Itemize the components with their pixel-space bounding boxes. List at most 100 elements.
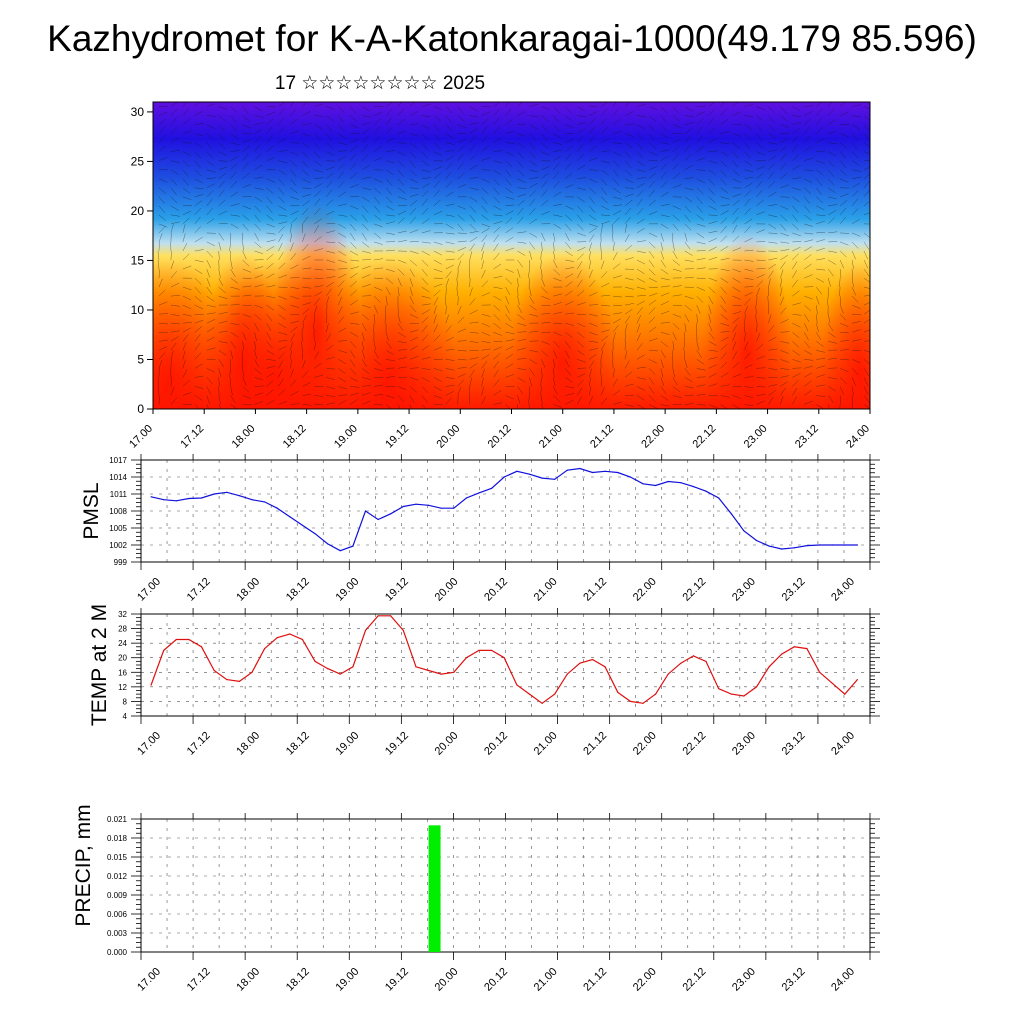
wind-barb — [756, 267, 766, 270]
temp-y-tick-label: 24 — [118, 639, 127, 648]
wind-barb — [804, 332, 809, 341]
wind-barb — [170, 221, 180, 225]
precip-x-tick-label: 22.12 — [680, 966, 708, 994]
wind-barb — [397, 366, 407, 369]
wind-barb — [338, 181, 345, 188]
wind-barb — [660, 133, 669, 139]
wind-barb — [672, 205, 682, 210]
wind-barb — [182, 102, 187, 107]
wind-barb — [230, 124, 237, 132]
wind-barb — [302, 200, 310, 207]
wind-barb — [290, 210, 299, 216]
wind-barb — [242, 268, 252, 273]
wind-barb — [266, 341, 273, 349]
wind-barb — [565, 322, 575, 326]
wind-barb — [206, 190, 214, 197]
wind-barb — [505, 247, 515, 252]
wind-barb — [648, 316, 656, 324]
wind-barb — [517, 169, 525, 177]
wind-barb — [780, 307, 787, 315]
wind-barb — [624, 133, 634, 137]
wind-barb — [170, 377, 172, 387]
wind-barb — [732, 111, 741, 116]
wind-barb — [780, 162, 787, 170]
temp-data-point — [528, 693, 531, 695]
wind-barb — [290, 242, 294, 252]
wind-barb — [732, 247, 742, 252]
wind-barb — [827, 314, 831, 324]
wind-barb — [553, 155, 562, 161]
wind-barb — [529, 218, 538, 225]
wind-barb — [792, 332, 800, 339]
wind-barb — [170, 108, 178, 116]
wind-barb — [230, 150, 240, 152]
wind-barb — [266, 187, 274, 194]
temp-series-line — [150, 615, 858, 705]
wind-barb — [445, 124, 453, 132]
wind-barb — [839, 250, 847, 258]
wind-barb — [158, 126, 165, 134]
wind-barb — [565, 124, 574, 129]
wind-barb — [493, 304, 501, 312]
wind-barb — [385, 160, 395, 164]
temp-data-point — [718, 688, 720, 690]
wind-barb — [696, 258, 706, 261]
wind-barb — [278, 187, 285, 195]
wind-barb — [660, 332, 670, 335]
wind-barb — [780, 106, 787, 114]
wind-barb — [780, 254, 789, 261]
temp-data-point — [276, 637, 278, 639]
wind-barb — [816, 332, 822, 341]
wind-barb — [254, 304, 264, 309]
wind-barb — [385, 221, 395, 225]
wind-barb — [326, 344, 334, 351]
wind-barb — [804, 400, 813, 405]
wind-barb — [302, 382, 311, 387]
wind-barb — [744, 190, 751, 197]
wind-barb — [720, 169, 727, 177]
wind-barb — [529, 359, 538, 365]
wind-barb — [338, 400, 347, 405]
wind-barb — [852, 329, 861, 333]
wind-barb — [636, 198, 643, 206]
wind-barb — [290, 341, 293, 351]
wind-barb — [373, 157, 383, 161]
wind-barb — [732, 317, 740, 324]
wind-barb — [636, 133, 644, 141]
temp-data-point — [440, 673, 442, 675]
pmsl-data-point — [831, 544, 833, 546]
wind-barb — [266, 359, 276, 361]
wind-barb — [565, 368, 572, 376]
wind-barb — [385, 108, 393, 116]
wind-barb — [804, 372, 813, 378]
wind-barb — [409, 193, 419, 198]
wind-barb — [565, 214, 573, 221]
wind-barb — [744, 160, 753, 166]
wind-barb — [421, 404, 427, 409]
wind-barb — [768, 181, 775, 188]
wind-barb — [529, 304, 537, 311]
wind-barb — [577, 128, 585, 134]
wind-barb — [326, 268, 336, 271]
wind-barb — [565, 145, 573, 152]
wind-barb — [660, 377, 665, 386]
wind-barb — [218, 142, 226, 149]
wind-barb — [290, 264, 299, 270]
wind-barb — [469, 196, 478, 202]
temp-data-point — [352, 666, 354, 668]
wind-barb — [505, 227, 514, 234]
wind-barb — [505, 395, 514, 400]
wind-barb — [362, 176, 372, 179]
wind-barb — [600, 196, 608, 204]
wind-barb — [373, 286, 383, 291]
wind-barb — [804, 169, 814, 171]
wind-barb — [565, 259, 575, 262]
wind-barb — [421, 230, 431, 234]
wind-barb — [194, 404, 200, 409]
wind-barb — [505, 142, 515, 144]
wind-barb — [792, 279, 798, 288]
wind-barb — [648, 106, 658, 111]
wind-barb — [744, 395, 754, 398]
wind-barb — [756, 386, 766, 388]
wind-barb — [457, 340, 467, 342]
